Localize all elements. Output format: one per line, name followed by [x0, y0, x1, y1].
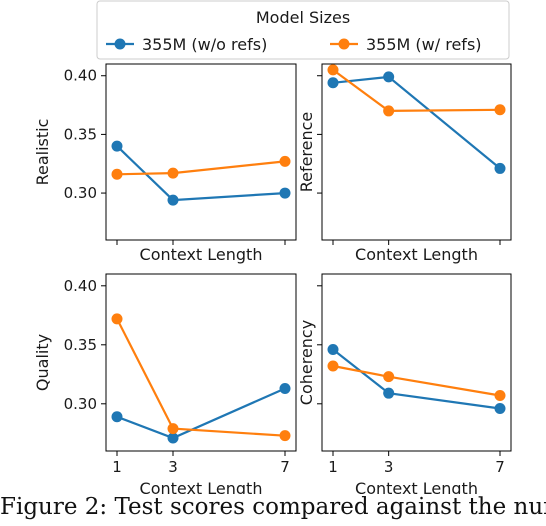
data-point [279, 382, 291, 394]
x-axis-label: Context Length [140, 245, 263, 264]
y-tick-label: 0.30 [64, 184, 97, 202]
data-point [383, 371, 395, 383]
data-point [327, 360, 339, 372]
panel-bottom-right: 1 3 7 Context Length Coherency [297, 273, 512, 494]
series-line [332, 75, 501, 170]
series-line [116, 160, 286, 176]
figure: 0.30 0.35 0.40 Context Length Realistic Conte… [33, 0, 512, 494]
axes-frame [105, 63, 297, 241]
data-point [494, 104, 506, 116]
y-axis-label: Quality [33, 334, 52, 391]
data-point [111, 140, 123, 152]
data-point [167, 423, 179, 435]
x-tick-label: 3 [168, 458, 178, 476]
axes-frame [105, 273, 297, 452]
panel-top-left: 0.30 0.35 0.40 Context Length Realistic [33, 63, 297, 264]
series-line [332, 69, 501, 113]
legend-label: 355M (w/o refs) [142, 35, 267, 54]
x-axis-label: Context Length [355, 479, 478, 494]
legend-marker [338, 38, 350, 50]
x-axis-label: Context Length [355, 245, 478, 264]
x-tick-label: 7 [280, 458, 290, 476]
data-point [167, 167, 179, 179]
y-axis-label: Reference [297, 112, 316, 193]
data-point [327, 77, 339, 89]
data-point [279, 187, 291, 199]
legend: Model Sizes 355M (w/o refs) 355M (w/ refs) [96, 0, 510, 60]
y-tick-label: 0.35 [64, 336, 97, 354]
data-point [279, 155, 291, 167]
y-tick-label: 0.30 [64, 395, 97, 413]
data-point [111, 411, 123, 423]
y-tick-label: 0.35 [64, 125, 97, 143]
data-point [383, 71, 395, 83]
data-point [494, 390, 506, 402]
data-point [111, 313, 123, 325]
panel-top-right: Context Length Reference [297, 63, 512, 264]
legend-marker [114, 38, 126, 50]
data-point [327, 344, 339, 356]
axes-frame [321, 63, 512, 241]
x-tick-label: 1 [328, 458, 338, 476]
data-point [383, 105, 395, 117]
legend-box [96, 0, 510, 60]
data-point [494, 162, 506, 174]
data-point [383, 387, 395, 399]
axes-frame [321, 273, 512, 452]
data-point [327, 64, 339, 76]
series-line [332, 348, 501, 410]
x-tick-label: 7 [495, 458, 505, 476]
x-axis-label: Context Length [140, 479, 263, 494]
series-line [332, 364, 501, 397]
y-tick-label: 0.40 [64, 277, 97, 295]
y-tick-label: 0.40 [64, 67, 97, 85]
legend-title: Model Sizes [256, 8, 350, 27]
figure-caption: Figure 2: Test scores compared against t… [0, 494, 546, 520]
x-tick-label: 3 [384, 458, 394, 476]
data-point [279, 430, 291, 442]
data-point [494, 403, 506, 415]
legend-label: 355M (w/ refs) [366, 35, 482, 54]
panel-bottom-left: 0.30 0.35 0.40 1 3 7 Context Length Quality [33, 273, 297, 494]
data-point [167, 194, 179, 206]
data-point [167, 432, 179, 444]
series-line [116, 318, 286, 437]
data-point [111, 168, 123, 180]
x-tick-label: 1 [112, 458, 122, 476]
y-axis-label: Coherency [297, 320, 316, 405]
y-axis-label: Realistic [33, 119, 52, 186]
